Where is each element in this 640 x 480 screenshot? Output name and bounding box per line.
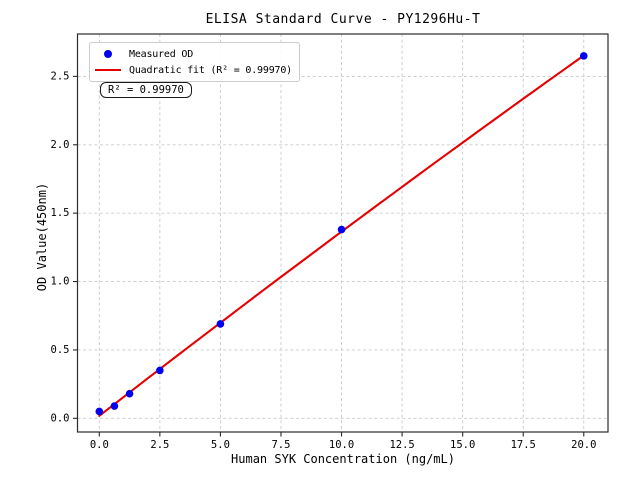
x-tick-label: 7.5 xyxy=(271,439,290,451)
y-tick-label: 1.0 xyxy=(51,276,70,288)
data-point xyxy=(216,320,225,328)
r-squared-annotation: R² = 0.99970 xyxy=(100,82,192,98)
data-point xyxy=(337,225,346,234)
x-tick-label: 0.0 xyxy=(90,439,109,451)
x-tick-label: 17.5 xyxy=(511,439,536,451)
y-tick-label: 0.0 xyxy=(51,412,70,424)
data-point xyxy=(95,407,104,416)
x-tick-label: 12.5 xyxy=(389,439,414,451)
scatter-marker-icon xyxy=(104,50,112,58)
legend-entry-measured-od: Measured OD xyxy=(95,47,292,61)
x-tick-label: 2.5 xyxy=(150,439,169,451)
y-tick-label: 0.5 xyxy=(51,344,70,356)
x-tick-label: 20.0 xyxy=(571,439,596,451)
legend-swatch xyxy=(95,68,121,72)
data-point xyxy=(110,402,119,410)
data-point xyxy=(156,366,164,375)
y-tick-label: 1.5 xyxy=(51,207,70,219)
legend-swatch xyxy=(95,50,121,58)
x-axis-label: Human SYK Concentration (ng/mL) xyxy=(231,452,455,466)
legend-label-quadratic-fit: Quadratic fit (R² = 0.99970) xyxy=(129,64,292,76)
x-tick-label: 15.0 xyxy=(450,439,475,451)
legend: Measured OD Quadratic fit (R² = 0.99970) xyxy=(89,42,300,82)
data-point xyxy=(579,52,588,60)
y-axis-label: OD Value(450nm) xyxy=(35,182,49,292)
legend-label-measured-od: Measured OD xyxy=(129,48,194,60)
y-tick-label: 2.5 xyxy=(51,70,70,82)
legend-entry-quadratic-fit: Quadratic fit (R² = 0.99970) xyxy=(95,63,292,77)
chart-title: ELISA Standard Curve - PY1296Hu-T xyxy=(205,12,481,27)
x-tick-label: 10.0 xyxy=(329,439,354,451)
x-tick-label: 5.0 xyxy=(211,439,230,451)
fit-line-swatch-icon xyxy=(95,68,121,72)
axes-spines xyxy=(76,33,609,433)
y-tick-label: 2.0 xyxy=(51,139,70,151)
data-point xyxy=(125,389,134,398)
